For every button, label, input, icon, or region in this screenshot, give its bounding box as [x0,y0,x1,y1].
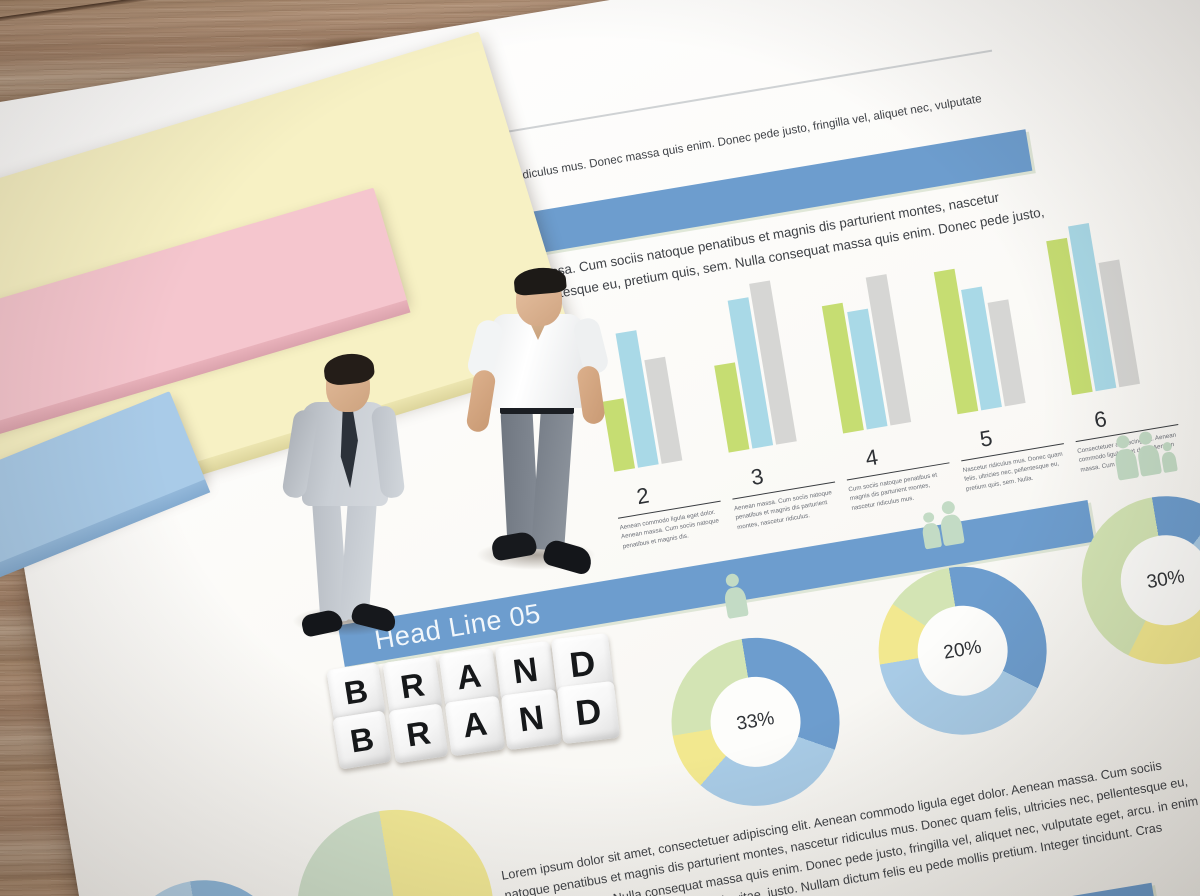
pie-left-partial [107,867,301,896]
figurine-businessman-grey-suit[interactable] [276,344,416,644]
figurine-man-white-shirt[interactable] [452,262,622,580]
hair [512,265,568,297]
bar-category-label-4: 4 [863,444,880,471]
forearm [465,368,497,434]
brand-cube-n-row2[interactable]: N [500,688,563,750]
bar-category-note-2: Aenean commodo ligula eget dolor. Aenean… [619,508,720,550]
forearm [576,364,606,426]
brand-cube-d-row2[interactable]: D [556,680,621,745]
donut-20-people-icons [918,499,966,550]
bar-category-label-2: 2 [634,482,651,510]
pie-D [282,795,509,896]
bar-group-4 [815,254,912,434]
bar-group-5 [929,235,1026,415]
trousers-right [531,409,574,551]
bar-category-note-3: Aenean massa. Cum sociis natoque penatib… [733,489,833,531]
bar-category-label-5: 5 [977,425,995,452]
bar-category-note-5: Nascetur ridiculus mus. Donec quam felis… [962,450,1064,493]
brand-cube-a-row2[interactable]: A [444,695,506,757]
brand-cube-b-row2[interactable]: B [332,710,392,770]
donut-30-people-icons [1111,427,1179,481]
bar-category-label-3: 3 [749,463,766,491]
bar-category-label-6: 6 [1092,405,1109,433]
bar-group-6 [1044,216,1141,396]
brand-cube-r-row2[interactable]: R [388,702,449,764]
bar-group-3 [701,274,797,453]
